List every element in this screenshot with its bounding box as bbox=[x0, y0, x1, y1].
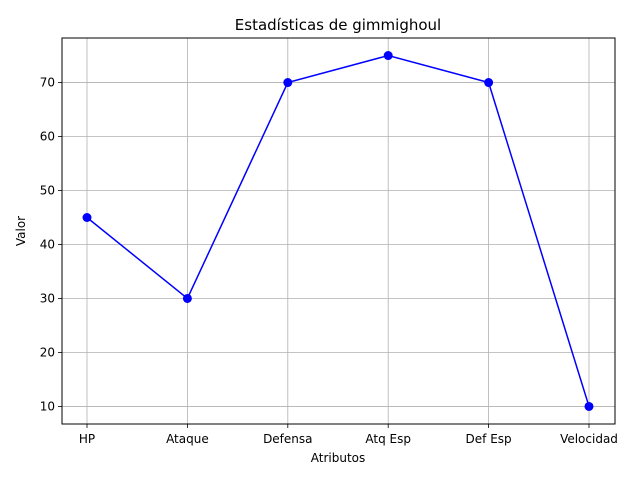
series-group bbox=[82, 51, 594, 411]
data-point bbox=[283, 78, 293, 88]
y-tick-label: 50 bbox=[40, 184, 55, 198]
chart-title: Estadísticas de gimmighoul bbox=[235, 16, 441, 34]
x-tick-label: Atq Esp bbox=[365, 432, 411, 446]
y-tick-label: 10 bbox=[40, 399, 55, 413]
x-tick-label: HP bbox=[79, 432, 95, 446]
y-axis-label: Valor bbox=[14, 216, 28, 246]
plot-frame bbox=[61, 37, 616, 425]
y-axis-ticks: 10 20 30 40 50 60 70 bbox=[40, 76, 62, 413]
grid-lines bbox=[62, 38, 615, 424]
series-line bbox=[86, 54, 590, 407]
y-tick-label: 70 bbox=[40, 76, 55, 90]
data-point bbox=[584, 401, 594, 411]
y-tick-label: 30 bbox=[40, 291, 55, 305]
x-axis-label: Atributos bbox=[311, 451, 366, 465]
x-tick-label: Velocidad bbox=[560, 432, 618, 446]
data-point bbox=[82, 213, 92, 223]
data-point bbox=[182, 293, 192, 303]
x-tick-label: Ataque bbox=[166, 432, 209, 446]
x-tick-label: Defensa bbox=[263, 432, 312, 446]
y-tick-label: 40 bbox=[40, 237, 55, 251]
y-tick-label: 60 bbox=[40, 130, 55, 144]
data-point bbox=[484, 78, 494, 88]
x-axis-ticks: HP Ataque Defensa Atq Esp Def Esp Velocidad bbox=[79, 424, 618, 446]
data-point bbox=[383, 51, 393, 61]
y-tick-label: 20 bbox=[40, 345, 55, 359]
x-tick-label: Def Esp bbox=[466, 432, 512, 446]
